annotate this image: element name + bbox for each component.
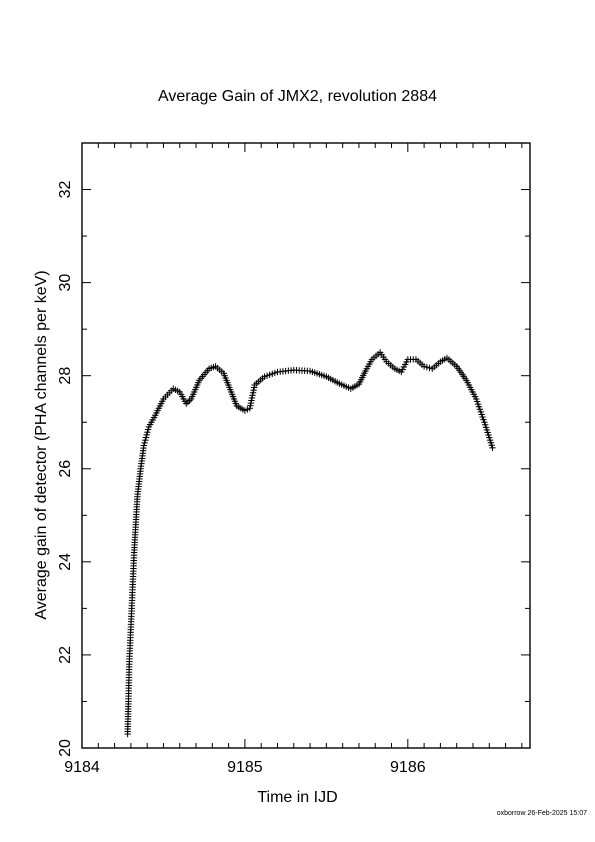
data-point bbox=[489, 444, 496, 452]
data-point bbox=[144, 426, 152, 433]
y-tick-label: 30 bbox=[57, 274, 74, 292]
data-point bbox=[423, 363, 431, 371]
data-point bbox=[142, 434, 150, 441]
chart-title: Average Gain of JMX2, revolution 2884 bbox=[158, 88, 437, 105]
y-tick-label: 32 bbox=[57, 181, 74, 199]
y-tick-label: 22 bbox=[57, 646, 74, 664]
x-tick-label: 9184 bbox=[64, 759, 100, 776]
data-point bbox=[183, 400, 190, 407]
data-point bbox=[141, 439, 148, 447]
data-point bbox=[144, 429, 151, 436]
y-tick-label: 26 bbox=[57, 460, 74, 478]
data-point bbox=[143, 431, 150, 439]
x-tick-label: 9186 bbox=[390, 759, 426, 776]
data-point bbox=[142, 436, 149, 444]
x-tick-label: 9185 bbox=[227, 759, 263, 776]
y-axis-label: Average gain of detector (PHA channels p… bbox=[33, 270, 50, 620]
y-tick-label: 20 bbox=[57, 739, 74, 757]
plot-frame bbox=[81, 142, 531, 749]
data-point bbox=[184, 398, 192, 406]
y-tick-label: 24 bbox=[57, 553, 74, 571]
data-point bbox=[140, 442, 148, 449]
data-point bbox=[186, 397, 193, 404]
y-tick-label: 28 bbox=[57, 367, 74, 385]
x-axis-label: Time in IJD bbox=[257, 789, 338, 806]
data-point bbox=[420, 363, 428, 370]
data-point bbox=[426, 364, 433, 372]
footer-timestamp: oxborrow 26-Feb-2025 15:07 bbox=[496, 810, 587, 817]
